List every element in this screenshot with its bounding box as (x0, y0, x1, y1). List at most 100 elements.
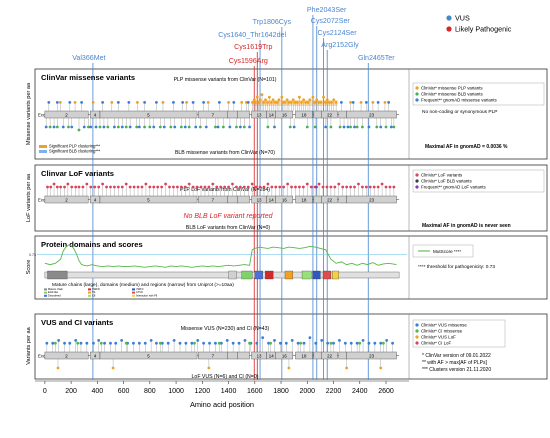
exon-box (99, 351, 198, 360)
missense-upper-point (251, 101, 254, 104)
vus-legend-label: ClinVar* VUS LoF (421, 335, 456, 340)
lof-point (315, 185, 318, 189)
y-axis-label: Variants per aa (26, 326, 32, 364)
lof-point (357, 182, 360, 186)
missense-upper-point (332, 98, 336, 102)
exon-box (275, 195, 294, 204)
lof-point (52, 182, 56, 186)
missense-upper-point (319, 101, 323, 104)
exon-box (237, 351, 250, 360)
missense-upper-point (244, 101, 248, 104)
missense-lower-point (238, 125, 242, 129)
vus-legend-label: ClinVar* CI LoF (421, 341, 451, 346)
vus-upper-point (166, 341, 170, 345)
lof-point (250, 182, 254, 186)
missense-upper-point (255, 95, 259, 99)
vus-lower-point (345, 366, 349, 370)
vus-upper-point (202, 341, 206, 345)
missense-lower-point (98, 125, 102, 129)
variant-label: Cys2072Ser (311, 17, 351, 25)
lof-point (89, 185, 93, 189)
vus-upper-point (97, 339, 101, 342)
lof-point (254, 185, 258, 189)
lof-point (160, 185, 164, 189)
cluster-legend-label: Significant PLP clustering*** (49, 144, 101, 149)
lof-point (294, 185, 297, 189)
lof-point (278, 185, 282, 189)
x-tick-label: 1000 (168, 388, 184, 395)
legend-frame (412, 319, 506, 348)
missense-lower-point (360, 125, 364, 129)
lof-point (152, 185, 156, 189)
lof-point (74, 185, 78, 189)
missense-upper-point (254, 101, 257, 104)
lof-point (266, 182, 270, 186)
vus-upper-point (358, 341, 362, 345)
exon-label: 16 (282, 353, 287, 358)
x-tick-label: 600 (118, 388, 130, 395)
exon-box (237, 195, 250, 204)
missense-upper-point (293, 101, 297, 104)
vus-upper-point (361, 339, 365, 342)
lof-point (345, 185, 349, 189)
missense-upper-point (322, 95, 325, 99)
exon-label: 5 (147, 353, 150, 358)
missense-lower-point (248, 125, 251, 129)
missense-upper-point (68, 101, 72, 104)
missense-lower-point (67, 125, 70, 129)
missense-lower-point (221, 125, 225, 129)
domain-box (241, 270, 253, 280)
vus-upper-point (79, 341, 83, 345)
lof-point (59, 185, 63, 189)
lof-point (191, 185, 195, 189)
vus-upper-point (154, 341, 158, 345)
vus-upper-point (349, 341, 353, 345)
domain-box (312, 270, 321, 280)
vus-upper-point (343, 341, 347, 345)
exon-box (313, 195, 322, 204)
lof-point (270, 185, 274, 189)
lof-point (305, 182, 309, 186)
missense-legend-label: ClinVar* missense PLP variants (421, 86, 483, 91)
missense-legend-label: Frequent** gnomAD missense variants (421, 98, 497, 103)
missense-upper-point (191, 101, 195, 104)
missense-upper-point (330, 101, 333, 104)
missense-lower-point (375, 125, 379, 129)
exon-track-vus: Exons 2 4 5 7 13 14 16 18 22 23 (38, 351, 400, 360)
missense-upper-point (127, 101, 131, 104)
missense-upper-point (280, 95, 284, 99)
x-tick-label: 0 (43, 388, 47, 395)
exon-label: 4 (94, 112, 97, 117)
vus-upper-point (184, 341, 188, 345)
vus-upper-point (332, 341, 335, 345)
vus-upper-point (124, 341, 128, 345)
vus-upper-point (367, 341, 371, 345)
x-tick-label: 2200 (326, 388, 342, 395)
center-note: No BLB LoF variant reported (184, 213, 274, 220)
vus-upper-point (51, 341, 55, 345)
cluster-legend-label: Significant BLB clustering*** (49, 149, 101, 154)
af-note: Maximal AF in gnomAD is never seen (422, 223, 511, 229)
panel-lower-label: BLB missense variants from ClinVar (N=70… (175, 150, 275, 156)
lof-point (140, 185, 144, 189)
lof-point (183, 185, 187, 189)
vus-lower-point (111, 366, 115, 370)
lof-point (172, 185, 175, 189)
lof-point (132, 185, 136, 189)
legend-marker (415, 185, 419, 189)
domain-legend-label: VWFD (92, 287, 100, 291)
legend-frame (412, 169, 545, 193)
missense-upper-point (227, 101, 230, 104)
lof-point (85, 182, 89, 186)
missense-lower-point (242, 125, 246, 129)
domain-box (332, 270, 339, 280)
domain-legend-swatch (44, 291, 47, 294)
lof-point (128, 185, 132, 189)
lof-point (156, 185, 160, 189)
missense-lower-point (183, 125, 187, 129)
missense-upper-point (206, 101, 210, 104)
missense-lower-point (349, 125, 352, 129)
lof-point (116, 185, 120, 189)
